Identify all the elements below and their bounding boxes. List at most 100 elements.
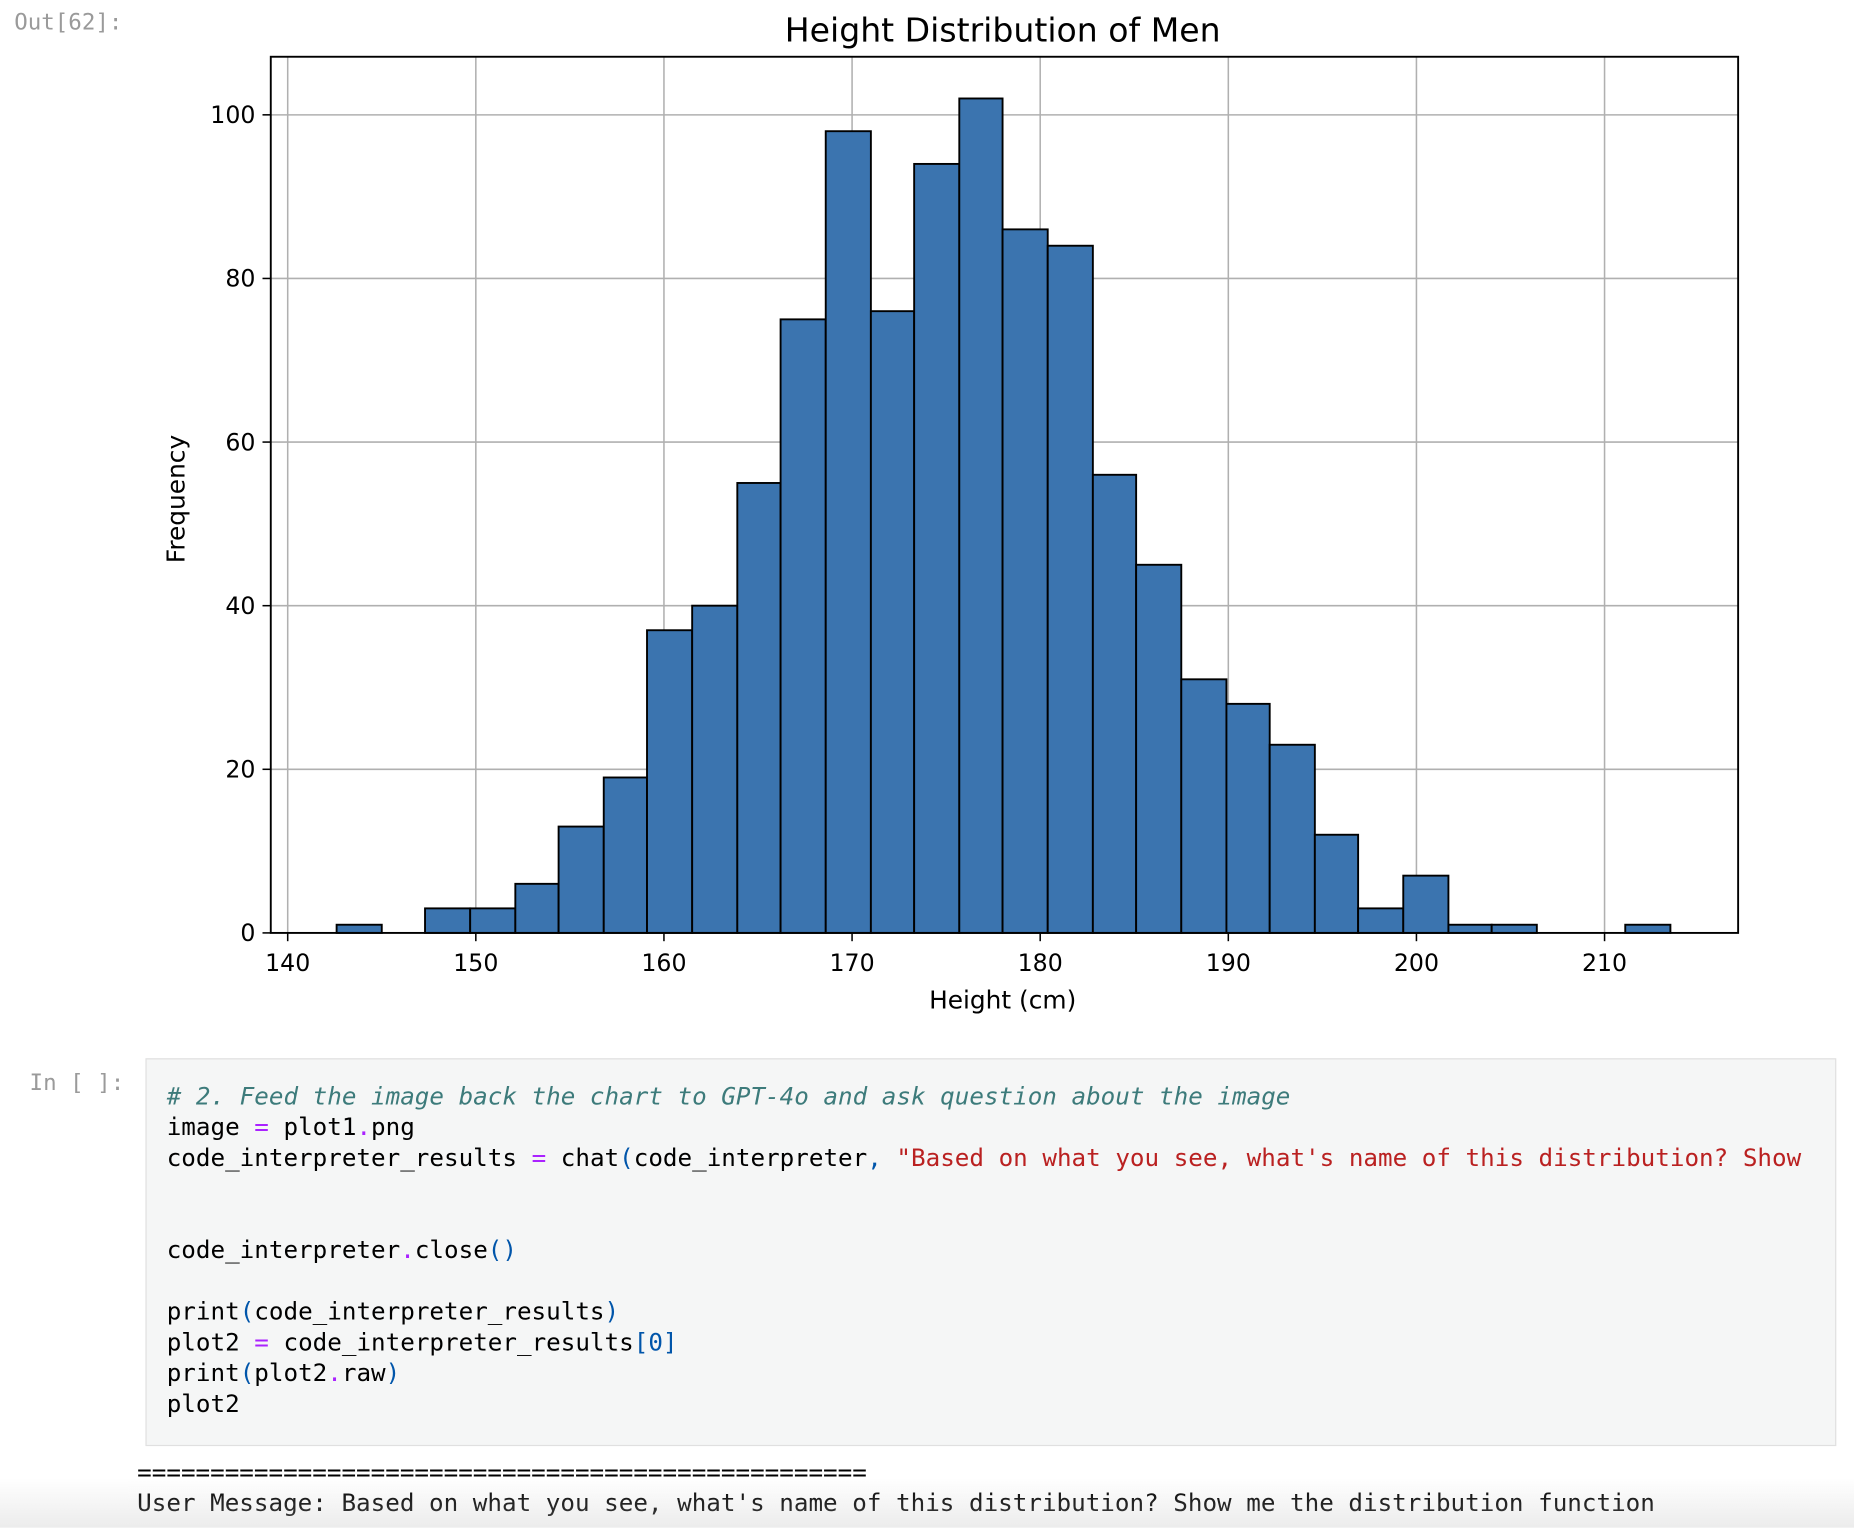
x-axis-label: Height (cm) — [929, 986, 1076, 1015]
code-token: . — [400, 1235, 415, 1264]
code-token: code_interpreter_results — [254, 1297, 605, 1326]
out-prompt: Out[62]: — [14, 9, 123, 36]
code-token: . — [327, 1358, 342, 1387]
bar — [1225, 702, 1271, 934]
bar — [1091, 473, 1138, 934]
code-line: plot2 — [167, 1388, 1802, 1419]
code-line — [167, 1173, 1802, 1204]
x-tick-label: 140 — [265, 949, 310, 977]
bar — [869, 310, 916, 934]
code-token: plot2 — [254, 1358, 328, 1387]
output-line: ========================================… — [137, 1457, 867, 1487]
bar — [958, 97, 1004, 934]
bar — [557, 825, 605, 934]
code-token: ( — [239, 1358, 255, 1387]
code-token: "Based on what you see, what's name of t… — [881, 1143, 1802, 1172]
bar — [1180, 678, 1228, 934]
x-tick-label: 180 — [1018, 949, 1063, 977]
y-tick-label: 0 — [240, 919, 255, 947]
code-line: plot2 = code_interpreter_results[0] — [167, 1327, 1802, 1358]
code-cell[interactable]: # 2. Feed the image back the chart to GP… — [145, 1058, 1837, 1447]
bar — [1490, 923, 1538, 934]
code-token: = — [254, 1327, 269, 1357]
bar — [1268, 743, 1316, 934]
code-token: = — [254, 1112, 269, 1142]
code-token: , — [867, 1143, 882, 1172]
x-tick-label: 150 — [453, 949, 498, 977]
code-token: = — [531, 1143, 547, 1172]
code-token: png — [371, 1112, 415, 1142]
y-tick-label: 80 — [225, 265, 255, 293]
code-line: code_interpreter_results = chat(code_int… — [167, 1142, 1802, 1173]
code-token: [ — [633, 1327, 649, 1357]
code-line: print(plot2.raw) — [167, 1357, 1802, 1388]
code-token: ) — [604, 1297, 620, 1326]
bar — [469, 907, 517, 934]
bar — [691, 604, 739, 934]
code-line: print(code_interpreter_results) — [167, 1296, 1802, 1327]
y-tick-label: 60 — [225, 428, 255, 456]
x-tick-label: 190 — [1206, 949, 1251, 977]
axes-frame — [269, 55, 1740, 934]
code-token: # 2. Feed the image back the chart to GP… — [166, 1081, 1291, 1111]
code-line: image = plot1.png — [167, 1111, 1802, 1142]
code-token: image — [166, 1112, 255, 1142]
plot-area: 140 150 160 170 180 190 200 210 0 20 40 60 80 100 — [210, 55, 1740, 977]
code-token: print — [166, 1358, 240, 1387]
code-line: # 2. Feed the image back the chart to GP… — [167, 1081, 1802, 1112]
bar — [1402, 874, 1450, 934]
code-line: code_interpreter.close() — [167, 1234, 1802, 1265]
bar — [736, 482, 782, 934]
code-token: print — [166, 1297, 240, 1326]
in-prompt: In [ ]: — [29, 1070, 125, 1097]
code-token: close — [414, 1235, 488, 1264]
code-token: plot2 — [166, 1389, 240, 1418]
code-token: ] — [662, 1327, 678, 1357]
x-tick-label: 170 — [830, 949, 875, 977]
code-token: ( — [239, 1297, 255, 1326]
code-token: code_interpreter_results — [166, 1143, 532, 1172]
code-token: raw — [341, 1358, 386, 1387]
code-token: chat — [546, 1143, 620, 1172]
chart-title: Height Distribution of Men — [785, 10, 1221, 49]
bar — [1135, 563, 1183, 934]
bar — [1447, 923, 1493, 934]
code-token: ) — [385, 1358, 401, 1387]
cell-output: ========================================… — [137, 1457, 1655, 1518]
bar — [424, 907, 472, 934]
bar — [779, 318, 827, 934]
code-token: plot2 — [166, 1327, 255, 1357]
code-token: code_interpreter_results — [268, 1327, 634, 1357]
bar — [1624, 923, 1672, 934]
x-tick-label: 160 — [641, 949, 686, 977]
bar — [1001, 228, 1049, 934]
code: # 2. Feed the image back the chart to GP… — [167, 1081, 1802, 1419]
code-token: 0 — [648, 1327, 663, 1357]
y-tick-label: 100 — [210, 101, 255, 129]
code-token: code_interpreter — [633, 1143, 868, 1172]
bar — [1313, 833, 1360, 934]
bar — [824, 130, 872, 934]
y-axis-label: Frequency — [161, 435, 190, 563]
bar — [1357, 907, 1405, 934]
code-token: () — [487, 1235, 517, 1264]
x-tick-label: 210 — [1582, 949, 1627, 977]
output-line: User Message: Based on what you see, wha… — [137, 1488, 1655, 1518]
code-token: code_interpreter — [166, 1235, 401, 1264]
code-line — [167, 1204, 1802, 1235]
bar — [335, 923, 383, 934]
bar — [602, 776, 648, 934]
code-token: . — [356, 1112, 372, 1142]
chart: Height Distribution of Men Height (cm) F… — [161, 10, 1740, 1015]
y-tick-label: 20 — [225, 756, 255, 784]
y-tick-label: 40 — [225, 592, 255, 620]
bar — [913, 162, 961, 934]
code-token: plot1 — [268, 1112, 357, 1142]
x-tick-label: 200 — [1394, 949, 1439, 977]
bar — [646, 629, 694, 934]
bar — [1046, 244, 1094, 934]
code-line — [167, 1265, 1802, 1296]
code-token: ( — [619, 1143, 634, 1172]
